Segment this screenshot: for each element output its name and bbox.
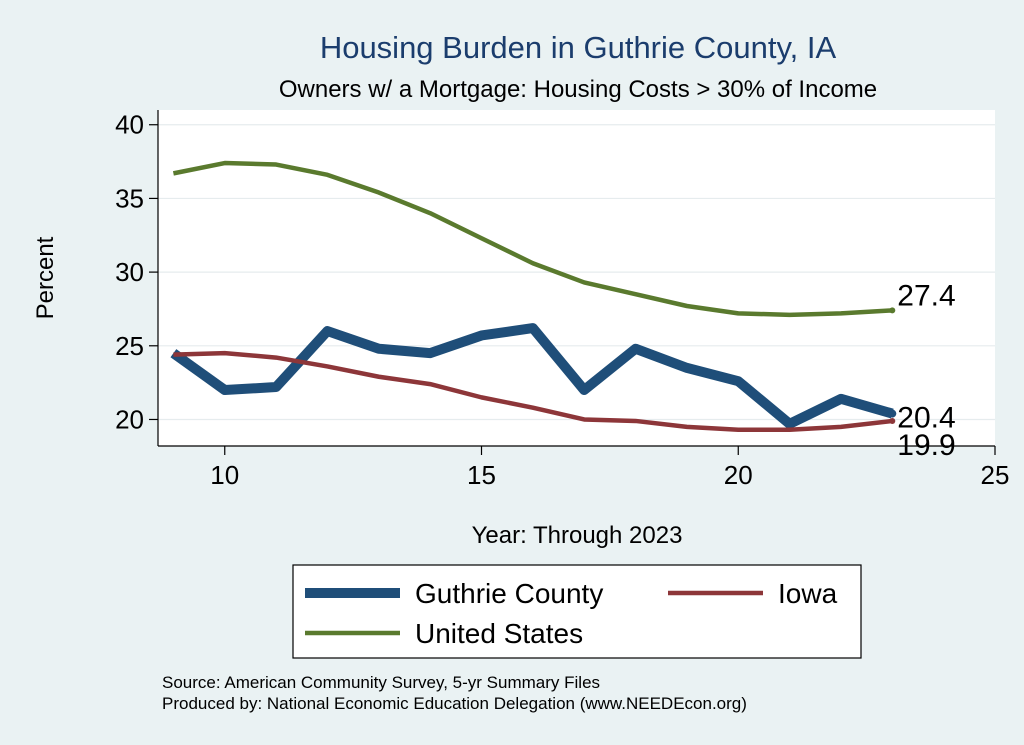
legend-label-iowa: Iowa (778, 578, 838, 609)
y-tick-label: 20 (115, 404, 144, 434)
chart-title: Housing Burden in Guthrie County, IA (320, 30, 837, 65)
x-tick-label: 25 (981, 460, 1010, 490)
series-lines (170, 160, 897, 433)
x-tick-label: 15 (467, 460, 496, 490)
legend: Guthrie County Iowa United States (305, 578, 838, 649)
legend-label-guthrie-county: Guthrie County (415, 578, 603, 609)
y-tick-label: 40 (115, 110, 144, 140)
produced-by-note: Produced by: National Economic Education… (162, 694, 747, 713)
series-line-guthrie-county (170, 323, 894, 429)
y-tick-label: 30 (115, 257, 144, 287)
end-label-guthrie-county: 20.4 (897, 402, 955, 435)
end-point-guthrie-county (888, 409, 897, 418)
x-tick-label: 10 (210, 460, 239, 490)
y-tick-label: 25 (115, 331, 144, 361)
end-label-united-states: 27.4 (897, 279, 955, 312)
end-label-iowa: 19.9 (897, 429, 955, 462)
end-point-iowa (889, 417, 896, 424)
end-point-united-states (889, 307, 896, 314)
series-line-iowa (173, 350, 893, 433)
x-axis-title: Year: Through 2023 (472, 522, 683, 549)
y-tick-label: 35 (115, 183, 144, 213)
axis-ticks: 20 25 30 35 40 10 15 20 25 (115, 110, 1009, 490)
y-axis-title: Percent (32, 236, 59, 319)
x-tick-label: 20 (724, 460, 753, 490)
source-note: Source: American Community Survey, 5-yr … (162, 673, 600, 692)
end-labels: 20.419.9 27.4 (897, 279, 955, 462)
chart-subtitle: Owners w/ a Mortgage: Housing Costs > 30… (279, 76, 877, 103)
gridlines (158, 124, 995, 421)
legend-label-united-states: United States (415, 618, 583, 649)
series-line-united-states (172, 160, 893, 318)
legend-box (292, 564, 862, 659)
